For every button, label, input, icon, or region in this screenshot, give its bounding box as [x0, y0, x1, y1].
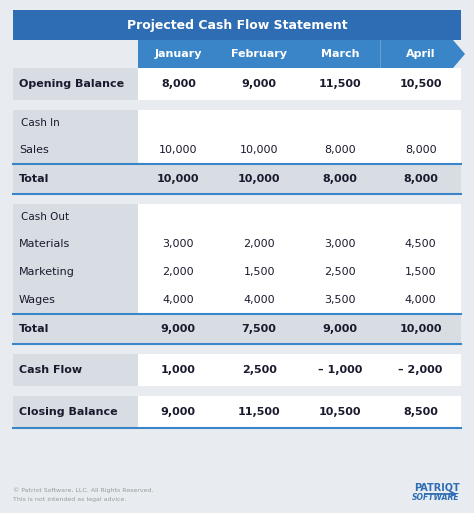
Bar: [138, 354, 461, 386]
Text: 3,000: 3,000: [163, 239, 194, 249]
Text: 9,000: 9,000: [161, 324, 196, 334]
Text: Total: Total: [19, 324, 49, 334]
Bar: [138, 258, 461, 286]
Text: 9,000: 9,000: [322, 324, 357, 334]
Text: 11,500: 11,500: [319, 79, 361, 89]
Text: 8,000: 8,000: [324, 145, 356, 155]
Text: Cash In: Cash In: [21, 118, 60, 128]
Bar: [13, 194, 461, 204]
Bar: [219, 40, 300, 68]
Text: January: January: [155, 49, 202, 59]
Bar: [138, 230, 461, 258]
Text: 10,000: 10,000: [238, 174, 281, 184]
Text: 8,000: 8,000: [322, 174, 357, 184]
Bar: [13, 396, 138, 428]
Text: Projected Cash Flow Statement: Projected Cash Flow Statement: [127, 18, 347, 31]
Text: 2,000: 2,000: [243, 239, 275, 249]
Text: Wages: Wages: [19, 295, 56, 305]
Text: 8,000: 8,000: [161, 79, 196, 89]
Bar: [13, 344, 461, 354]
Bar: [300, 40, 380, 68]
Text: February: February: [231, 49, 287, 59]
Text: Opening Balance: Opening Balance: [19, 79, 124, 89]
Text: 2,000: 2,000: [163, 267, 194, 277]
Bar: [138, 204, 461, 230]
Text: 4,000: 4,000: [163, 295, 194, 305]
Text: 8,000: 8,000: [403, 174, 438, 184]
Text: Sales: Sales: [19, 145, 49, 155]
Text: April: April: [406, 49, 436, 59]
Text: 7,500: 7,500: [242, 324, 276, 334]
Text: 4,000: 4,000: [405, 295, 437, 305]
Text: 2,500: 2,500: [242, 365, 276, 375]
Text: This is not intended as legal advice.: This is not intended as legal advice.: [13, 497, 127, 502]
Bar: [138, 68, 461, 100]
Text: 10,000: 10,000: [159, 145, 198, 155]
Text: 8,500: 8,500: [403, 407, 438, 417]
Text: Marketing: Marketing: [19, 267, 75, 277]
Bar: [13, 136, 138, 164]
Text: 9,000: 9,000: [161, 407, 196, 417]
Bar: [13, 386, 461, 396]
Bar: [138, 110, 461, 136]
Bar: [13, 286, 138, 314]
Text: 10,000: 10,000: [157, 174, 200, 184]
Bar: [13, 204, 138, 230]
Text: 4,500: 4,500: [405, 239, 437, 249]
Polygon shape: [380, 40, 465, 68]
Text: 10,000: 10,000: [400, 324, 442, 334]
Text: 1,000: 1,000: [161, 365, 196, 375]
Text: PATRIOT: PATRIOT: [414, 483, 460, 493]
Text: – 2,000: – 2,000: [399, 365, 443, 375]
Bar: [13, 68, 138, 100]
Bar: [13, 354, 138, 386]
Text: 10,500: 10,500: [400, 79, 442, 89]
Text: SOFTWARE: SOFTWARE: [412, 492, 460, 502]
Bar: [138, 40, 219, 68]
Text: Total: Total: [19, 174, 49, 184]
Text: Cash Flow: Cash Flow: [19, 365, 82, 375]
Bar: [13, 230, 138, 258]
Text: 3,000: 3,000: [324, 239, 356, 249]
Text: 1,500: 1,500: [243, 267, 275, 277]
Text: Closing Balance: Closing Balance: [19, 407, 118, 417]
Text: – 1,000: – 1,000: [318, 365, 362, 375]
Text: 3,500: 3,500: [324, 295, 356, 305]
Bar: [13, 100, 461, 110]
Bar: [138, 136, 461, 164]
Text: 1,500: 1,500: [405, 267, 437, 277]
Text: 10,000: 10,000: [240, 145, 278, 155]
Bar: [138, 396, 461, 428]
Bar: [13, 164, 461, 194]
Text: Materials: Materials: [19, 239, 70, 249]
Bar: [13, 110, 138, 136]
Text: © Patriot Software, LLC. All Rights Reserved.: © Patriot Software, LLC. All Rights Rese…: [13, 487, 154, 493]
Text: 8,000: 8,000: [405, 145, 437, 155]
Text: 9,000: 9,000: [242, 79, 277, 89]
Text: Cash Out: Cash Out: [21, 212, 69, 222]
Text: March: March: [320, 49, 359, 59]
Text: 4,000: 4,000: [243, 295, 275, 305]
Bar: [13, 258, 138, 286]
Text: 11,500: 11,500: [238, 407, 281, 417]
Text: 10,500: 10,500: [319, 407, 361, 417]
Bar: [138, 286, 461, 314]
Bar: [13, 10, 461, 40]
Text: 2,500: 2,500: [324, 267, 356, 277]
Bar: [13, 314, 461, 344]
